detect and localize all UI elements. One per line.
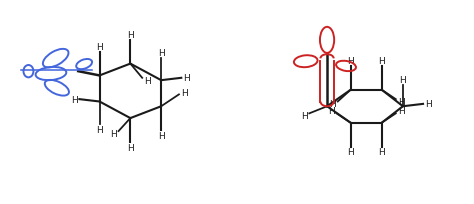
Text: H: H	[301, 112, 308, 121]
Text: H: H	[71, 95, 78, 104]
Text: H: H	[96, 125, 103, 134]
Text: H: H	[378, 57, 385, 66]
Text: H: H	[158, 131, 164, 140]
Text: H: H	[347, 147, 354, 156]
Text: H: H	[425, 100, 432, 109]
Text: H: H	[127, 143, 134, 152]
Text: H: H	[158, 49, 164, 58]
Text: H: H	[127, 31, 134, 40]
Text: H: H	[328, 107, 335, 116]
Text: H: H	[183, 74, 190, 83]
Text: H: H	[181, 88, 188, 97]
Text: H: H	[96, 43, 103, 52]
Text: H: H	[329, 100, 336, 109]
Text: H: H	[347, 57, 354, 66]
Text: H: H	[144, 76, 151, 85]
Text: H: H	[110, 129, 117, 138]
Text: H: H	[400, 76, 406, 85]
Text: H: H	[398, 107, 404, 116]
Text: H: H	[378, 147, 385, 156]
Text: H: H	[398, 98, 404, 106]
